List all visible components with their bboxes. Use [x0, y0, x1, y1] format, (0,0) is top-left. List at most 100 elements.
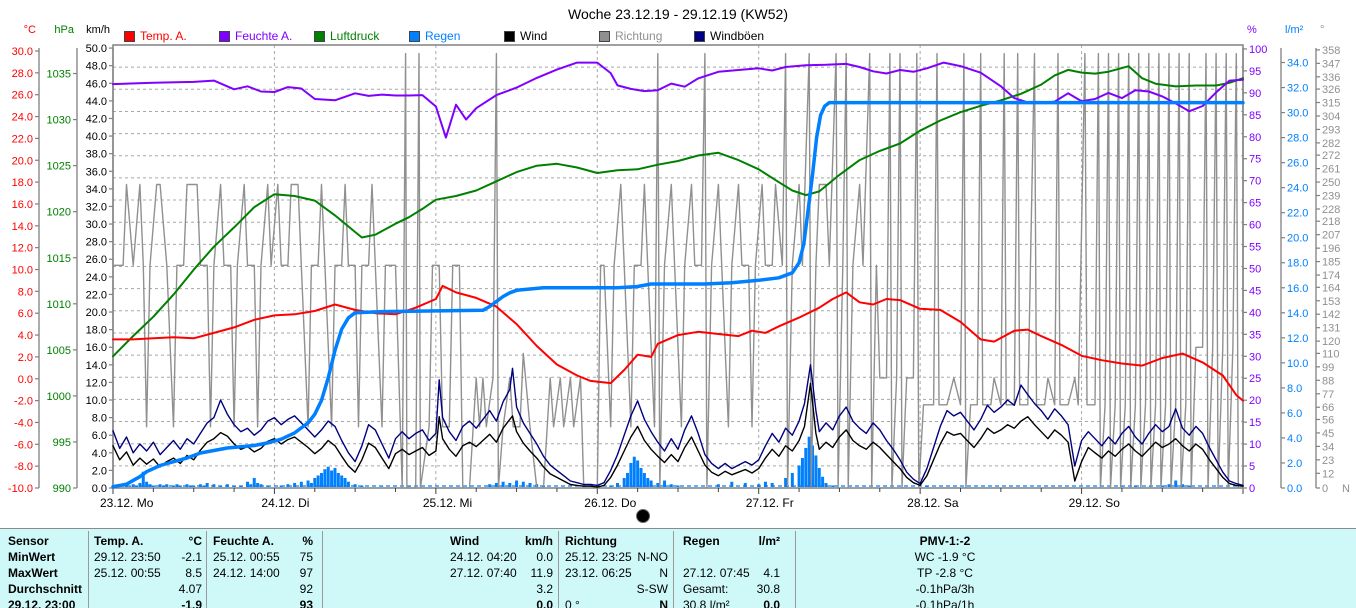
- svg-text:60: 60: [1249, 220, 1261, 232]
- svg-text:4.0: 4.0: [18, 330, 33, 342]
- svg-text:12.0: 12.0: [12, 243, 33, 255]
- svg-text:1020: 1020: [47, 207, 71, 219]
- svg-text:142: 142: [1322, 309, 1340, 321]
- svg-text:5: 5: [1249, 461, 1255, 473]
- svg-text:77: 77: [1322, 389, 1334, 401]
- svg-text:16.0: 16.0: [86, 342, 107, 354]
- svg-text:65: 65: [1249, 198, 1261, 210]
- axis-header-rain: l/m²: [1285, 24, 1304, 36]
- statistics-table: Sensor Temp. A. °C Feuchte A.% Wind km/h R…: [0, 528, 1356, 608]
- series-feuchte-a-: [112, 61, 1244, 139]
- svg-text:28.0: 28.0: [12, 68, 33, 80]
- wind-max: 27.12. 07:40 11.9: [450, 566, 553, 580]
- svg-text:0: 0: [1322, 483, 1328, 495]
- legend-swatch: [504, 30, 515, 42]
- svg-text:174: 174: [1322, 270, 1340, 282]
- svg-text:14.0: 14.0: [1287, 308, 1308, 320]
- svg-text:24.0: 24.0: [1287, 183, 1308, 195]
- svg-text:153: 153: [1322, 296, 1340, 308]
- svg-text:6.0: 6.0: [1287, 408, 1302, 420]
- svg-text:8.0: 8.0: [92, 413, 107, 425]
- legend-label: Temp. A.: [140, 29, 187, 43]
- svg-text:22.0: 22.0: [1287, 208, 1308, 220]
- x-day-label: 23.12. Mo: [100, 496, 154, 510]
- svg-text:99: 99: [1322, 362, 1334, 374]
- svg-text:-6.0: -6.0: [14, 439, 33, 451]
- wind-avg: 3.2: [536, 582, 553, 596]
- axis-header-humidity: %: [1247, 24, 1257, 36]
- svg-text:1005: 1005: [47, 345, 71, 357]
- col-dir-header: Richtung: [565, 534, 617, 548]
- svg-text:25: 25: [1249, 373, 1261, 385]
- row-label: MinWert: [8, 550, 56, 564]
- axis-header-direction: °: [1320, 24, 1324, 36]
- dir-min: 25.12. 23:25 N-NO: [565, 550, 668, 564]
- svg-text:30: 30: [1249, 351, 1261, 363]
- svg-text:23: 23: [1322, 455, 1334, 467]
- axis-header-wind: km/h: [86, 24, 110, 36]
- svg-text:10.0: 10.0: [12, 265, 33, 277]
- svg-text:24.0: 24.0: [12, 112, 33, 124]
- svg-text:239: 239: [1322, 191, 1340, 203]
- svg-text:12: 12: [1322, 468, 1334, 480]
- dir-avg: S-SW: [636, 582, 668, 596]
- table-row-max: MaxWert 25.12. 00:55 8.5 24.12. 14:00 97 2…: [0, 566, 1356, 582]
- svg-text:1010: 1010: [47, 299, 71, 311]
- svg-text:26.0: 26.0: [12, 90, 33, 102]
- svg-text:40.0: 40.0: [86, 131, 107, 143]
- svg-text:336: 336: [1322, 72, 1340, 84]
- svg-text:2.0: 2.0: [1287, 458, 1302, 470]
- svg-text:1035: 1035: [47, 69, 71, 81]
- svg-text:228: 228: [1322, 204, 1340, 216]
- svg-text:50.0: 50.0: [86, 43, 107, 55]
- legend-label: Luftdruck: [330, 29, 380, 43]
- svg-text:36.0: 36.0: [86, 166, 107, 178]
- col-wind-header: Wind km/h: [450, 534, 553, 548]
- series-wind: [112, 382, 1244, 488]
- svg-text:20.0: 20.0: [86, 307, 107, 319]
- page-title: Woche 23.12.19 - 29.12.19 (KW52): [568, 6, 788, 22]
- svg-text:20.0: 20.0: [1287, 233, 1308, 245]
- svg-text:34: 34: [1322, 441, 1334, 453]
- temp-max: 25.12. 00:55 8.5: [94, 566, 202, 580]
- svg-text:315: 315: [1322, 98, 1340, 110]
- table-row-header: Sensor Temp. A. °C Feuchte A.% Wind km/h R…: [0, 534, 1356, 550]
- dir-max: 23.12. 06:25 N: [565, 566, 668, 580]
- svg-text:326: 326: [1322, 84, 1340, 96]
- rain-current: 30.8 l/m² 0.0: [683, 598, 780, 608]
- hum-avg: 92: [299, 582, 313, 596]
- svg-text:12.0: 12.0: [86, 377, 107, 389]
- legend-item-luftdruck: Luftdruck: [314, 29, 379, 43]
- legend-swatch: [314, 30, 325, 42]
- legend-swatch: [219, 30, 230, 42]
- col-hum-header: Feuchte A.%: [213, 534, 313, 548]
- svg-text:15: 15: [1249, 417, 1261, 429]
- col-pmv-header: PMV-1:-2: [919, 534, 971, 548]
- svg-text:100: 100: [1249, 44, 1267, 56]
- legend-item-wind: Wind: [504, 29, 547, 43]
- table-separator: [673, 531, 674, 608]
- svg-text:34.0: 34.0: [1287, 58, 1308, 70]
- svg-text:1000: 1000: [47, 391, 71, 403]
- svg-text:40: 40: [1249, 307, 1261, 319]
- x-day-label: 26.12. Do: [584, 496, 636, 510]
- svg-text:90: 90: [1249, 88, 1261, 100]
- x-day-label: 29.12. So: [1069, 496, 1121, 510]
- svg-text:0.0: 0.0: [18, 374, 33, 386]
- svg-text:2.0: 2.0: [18, 352, 33, 364]
- svg-text:110: 110: [1322, 348, 1340, 360]
- svg-text:26.0: 26.0: [86, 254, 107, 266]
- hum-min: 25.12. 00:55 75: [213, 550, 313, 564]
- hum-current: 93: [299, 598, 313, 608]
- x-axis: 23.12. Mo 24.12. Di 25.12. Mi 26.12. Do 27.1…: [100, 488, 1244, 510]
- svg-text:4.0: 4.0: [92, 448, 107, 460]
- svg-text:1015: 1015: [47, 253, 71, 265]
- rain-bars: [114, 436, 1191, 487]
- svg-text:207: 207: [1322, 230, 1340, 242]
- svg-text:66: 66: [1322, 402, 1334, 414]
- svg-text:6.0: 6.0: [92, 430, 107, 442]
- x-day-label: 28.12. Sa: [907, 496, 959, 510]
- svg-text:22.0: 22.0: [86, 289, 107, 301]
